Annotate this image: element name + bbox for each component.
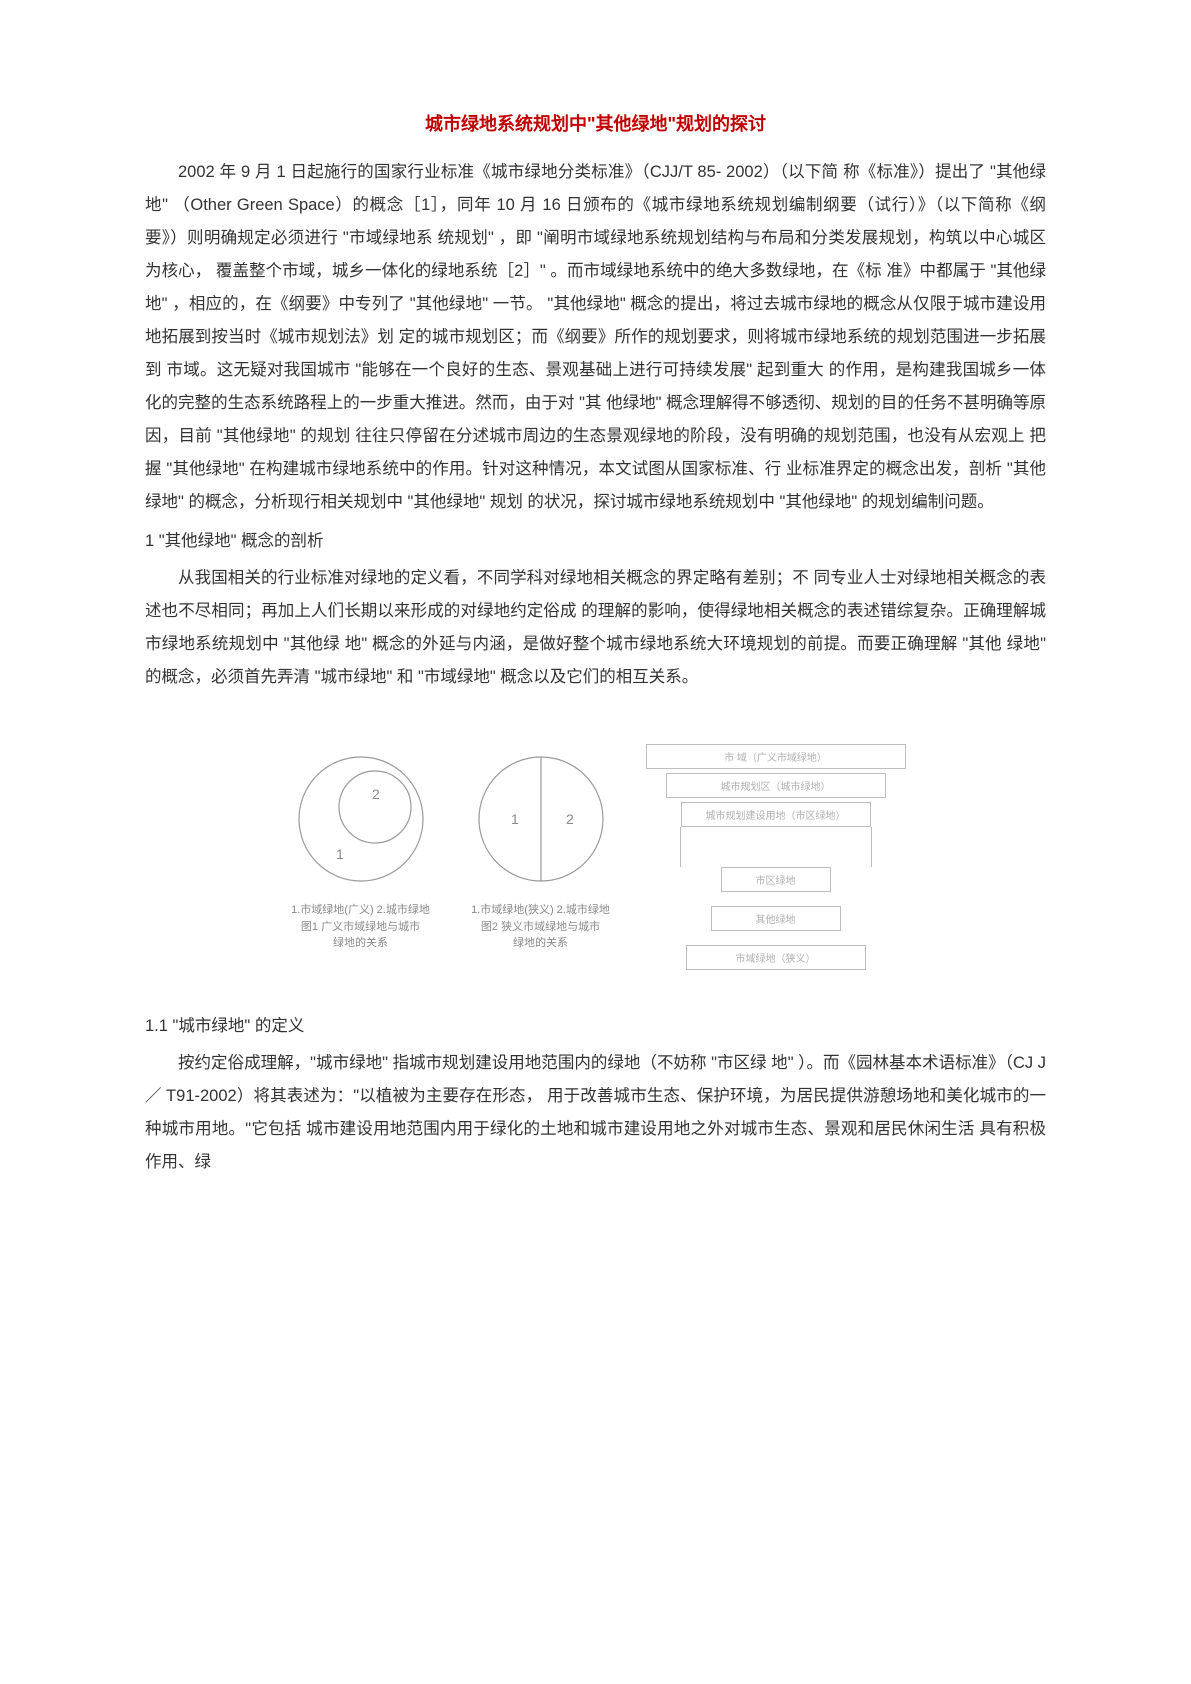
intro-paragraph: 2002 年 9 月 1 日起施行的国家行业标准《城市绿地分类标准》（CJJ/T… (145, 156, 1046, 519)
figure-1-svg: 1 2 (286, 744, 436, 894)
fig2-caption-line2: 图2 狭义市域绿地与城市 (471, 919, 610, 936)
fig1-caption-line1: 1.市域绿地(广义) 2.城市绿地 (291, 902, 430, 919)
box-jiansheyongdi: 城市规划建设用地（市区绿地） (681, 802, 871, 827)
figure-2-caption: 1.市域绿地(狭义) 2.城市绿地 图2 狭义市域绿地与城市 绿地的关系 (471, 902, 610, 952)
section-1-paragraph: 从我国相关的行业标准对绿地的定义看，不同学科对绿地相关概念的界定略有差别；不 同… (145, 562, 1046, 694)
box-guihuaqu: 城市规划区（城市绿地） (666, 773, 886, 798)
box-shiqu: 市区绿地 (721, 867, 831, 892)
section-1-1-paragraph: 按约定俗成理解，"城市绿地" 指城市规划建设用地范围内的绿地（不妨称 "市区绿 … (145, 1047, 1046, 1179)
fig1-caption-line3: 绿地的关系 (291, 935, 430, 952)
section-1-heading: 1 "其他绿地" 概念的剖析 (145, 525, 1046, 558)
fig2-caption-line3: 绿地的关系 (471, 935, 610, 952)
box-qita: 其他绿地 (711, 906, 841, 931)
box-shiyu: 市 域（广义市域绿地） (646, 744, 906, 769)
figure-1-caption: 1.市域绿地(广义) 2.城市绿地 图1 广义市域绿地与城市 绿地的关系 (291, 902, 430, 952)
figure-2: 1 2 1.市域绿地(狭义) 2.城市绿地 图2 狭义市域绿地与城市 绿地的关系 (456, 744, 626, 970)
fig1-caption-line2: 图1 广义市域绿地与城市 (291, 919, 430, 936)
document-title: 城市绿地系统规划中"其他绿地"规划的探讨 (145, 110, 1046, 136)
box-xiayi: 市域绿地（狭义） (686, 945, 866, 970)
document-page: 城市绿地系统规划中"其他绿地"规划的探讨 2002 年 9 月 1 日起施行的国… (0, 0, 1191, 1684)
nested-boxes-diagram: 市 域（广义市域绿地） 城市规划区（城市绿地） 城市规划建设用地（市区绿地） 市… (646, 744, 906, 970)
figure-2-svg: 1 2 (456, 744, 626, 894)
fig2-num1: 1 (511, 811, 519, 827)
box-spacer (680, 827, 872, 867)
fig1-num2: 2 (372, 786, 380, 802)
fig2-num2: 2 (566, 811, 574, 827)
fig1-num1: 1 (336, 846, 344, 862)
figure-1: 1 2 1.市域绿地(广义) 2.城市绿地 图1 广义市域绿地与城市 绿地的关系 (286, 744, 436, 970)
figure-area: 1 2 1.市域绿地(广义) 2.城市绿地 图1 广义市域绿地与城市 绿地的关系… (145, 734, 1046, 980)
section-1-1-heading: 1.1 "城市绿地" 的定义 (145, 1010, 1046, 1043)
fig2-caption-line1: 1.市域绿地(狭义) 2.城市绿地 (471, 902, 610, 919)
